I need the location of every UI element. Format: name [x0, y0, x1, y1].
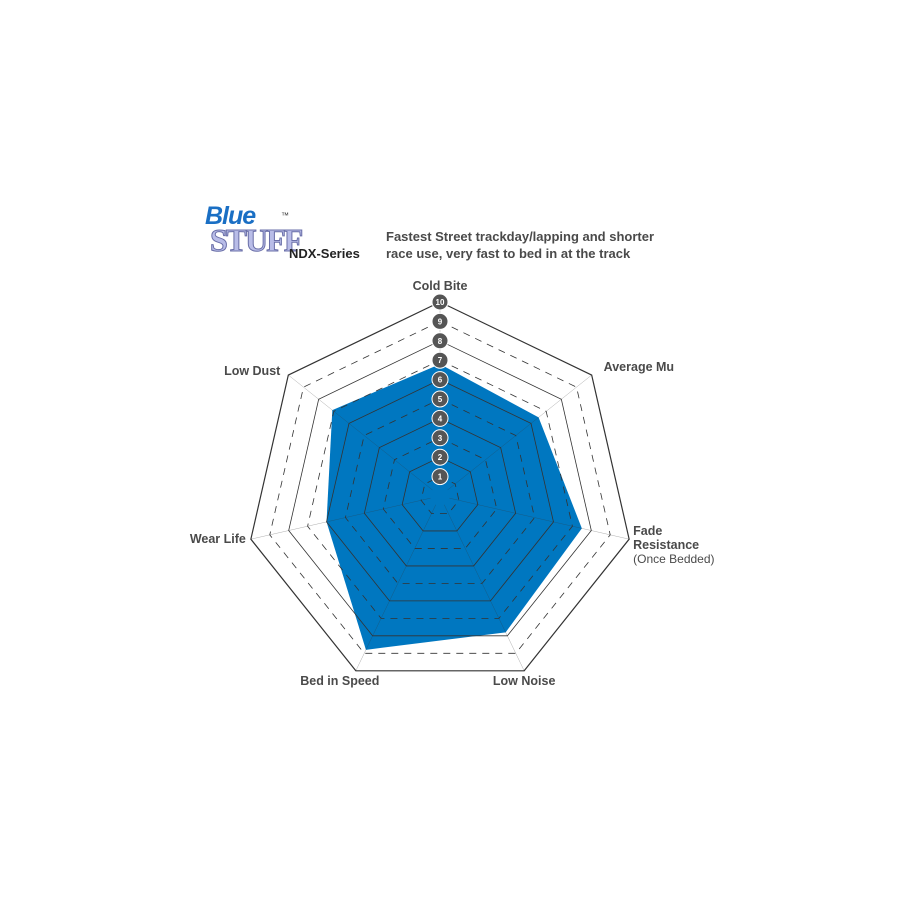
- axis-label-fade-resistance: Fade Resistance (Once Bedded): [633, 524, 714, 566]
- logo-blue: Blue: [205, 202, 256, 230]
- tick-label: 3: [438, 434, 443, 443]
- axis-label-low-noise: Low Noise: [493, 674, 556, 688]
- grid-ring-1: [420, 476, 460, 514]
- axis-spoke: [250, 497, 431, 540]
- grid-ring-4: [363, 417, 517, 567]
- axis-spoke: [288, 374, 433, 491]
- tick-label: 8: [438, 337, 443, 346]
- logo-trademark: ™: [281, 211, 289, 220]
- tick-badge: [431, 448, 449, 466]
- axis-spoke: [449, 497, 630, 540]
- tick-badge: [431, 293, 449, 311]
- tick-label: 5: [438, 395, 443, 404]
- axis-label-bed-in-speed: Bed in Speed: [300, 674, 379, 688]
- grid-ring-3: [382, 437, 498, 549]
- series-name: NDX-Series: [289, 246, 360, 261]
- grid-ring-6: [326, 379, 554, 602]
- axis-spoke: [444, 504, 525, 671]
- tick-label: 4: [438, 414, 443, 423]
- tick-badge: [431, 351, 449, 369]
- tick-badge: [431, 429, 449, 447]
- grid-ring-8: [288, 340, 592, 637]
- tick-badge: [431, 332, 449, 350]
- description-line-2: race use, very fast to bed in at the tra…: [386, 246, 631, 261]
- tick-badge: [431, 371, 449, 389]
- tick-label: 9: [438, 317, 443, 326]
- axis-spoke: [355, 504, 436, 671]
- tick-label: 2: [438, 453, 443, 462]
- data-area: [326, 364, 582, 650]
- axis-label-average-mu: Average Mu: [604, 360, 674, 374]
- tick-badge: [431, 409, 449, 427]
- tick-label: 10: [436, 298, 445, 307]
- axis-label-wear-life: Wear Life: [190, 532, 246, 546]
- description: Fastest Street trackday/lapping and shor…: [386, 228, 654, 262]
- grid-ring-10: [250, 301, 630, 672]
- tick-badge: [431, 468, 449, 486]
- tick-label: 6: [438, 376, 443, 385]
- tick-label: 7: [438, 356, 443, 365]
- axis-label-cold-bite: Cold Bite: [413, 279, 468, 293]
- tick-label: 1: [438, 473, 443, 482]
- axis-spoke: [447, 374, 592, 491]
- description-line-1: Fastest Street trackday/lapping and shor…: [386, 229, 655, 244]
- tick-badge: [431, 390, 449, 408]
- grid-ring-2: [401, 456, 479, 532]
- tick-badge: [431, 312, 449, 330]
- axis-label-low-dust: Low Dust: [224, 364, 281, 378]
- logo-stuff: STUFF: [209, 222, 303, 259]
